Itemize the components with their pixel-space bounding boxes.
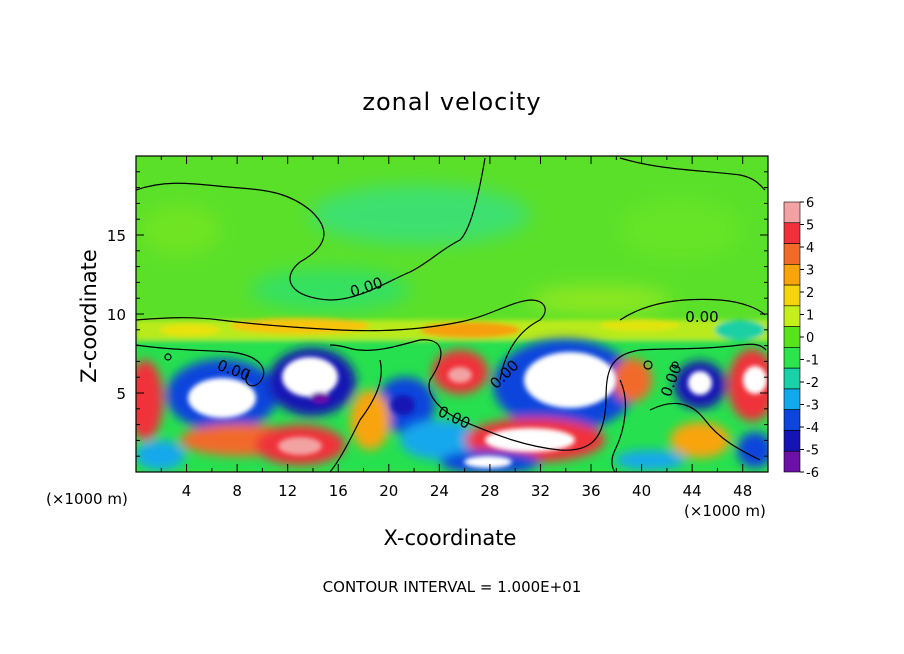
x-unit-label-right: (×1000 m) <box>684 502 766 520</box>
x-tick-label: 24 <box>430 482 449 500</box>
y-tick-label: 5 <box>116 385 126 403</box>
colorbar-label: -5 <box>806 444 819 459</box>
colorbar-label: -2 <box>806 376 819 391</box>
x-tick-label: 36 <box>581 482 600 500</box>
chart-title: zonal velocity <box>362 88 542 116</box>
x-axis: 4 8 12 16 20 24 28 32 36 40 44 48 <box>160 156 752 500</box>
x-tick-label: 16 <box>329 482 348 500</box>
colorbar-label: 1 <box>806 309 814 324</box>
colorbar-label: 0 <box>806 331 814 346</box>
colorbar-swatch <box>783 243 801 265</box>
contour-interval-text: CONTOUR INTERVAL = 1.000E+01 <box>322 578 582 596</box>
x-unit-label-left: (×1000 m) <box>46 490 128 508</box>
colorbar-label: 3 <box>806 264 814 279</box>
colorbar-label: 4 <box>806 241 814 256</box>
x-tick-label: 32 <box>531 482 550 500</box>
contour-label: 0.00 <box>685 308 718 326</box>
colorbar-label: 5 <box>806 219 814 234</box>
colorbar-label: 6 <box>806 196 814 211</box>
colorbar-label: 2 <box>806 286 814 301</box>
x-tick-label: 12 <box>278 482 297 500</box>
colorbar-label: -3 <box>806 399 819 414</box>
colorbar: 6 5 4 3 2 1 0 -1 -2 -3 -4 -5 -6 <box>783 196 819 481</box>
y-axis: 5 10 15 <box>107 171 768 457</box>
colorbar-swatch <box>783 409 801 431</box>
x-tick-label: 40 <box>632 482 651 500</box>
x-tick-label: 28 <box>480 482 499 500</box>
colorbar-swatch <box>783 284 801 307</box>
colorbar-swatch <box>783 222 801 244</box>
x-tick-label: 20 <box>379 482 398 500</box>
colorbar-label: -4 <box>806 421 819 436</box>
colorbar-swatch <box>783 450 801 473</box>
colorbar-swatch <box>783 430 801 452</box>
x-axis-label: X-coordinate <box>383 526 517 550</box>
y-axis-label: Z-coordinate <box>77 249 101 383</box>
colorbar-label: -6 <box>806 466 819 481</box>
colorbar-swatch <box>783 388 801 410</box>
colorbar-swatch <box>783 305 801 327</box>
colorbar-swatch <box>783 326 801 348</box>
x-tick-label: 8 <box>232 482 242 500</box>
colorbar-label: -1 <box>806 354 819 369</box>
colorbar-swatch <box>783 347 801 369</box>
x-tick-label: 4 <box>182 482 192 500</box>
y-tick-label: 15 <box>107 227 126 245</box>
velocity-field <box>136 156 768 472</box>
colorbar-swatch <box>783 367 801 390</box>
x-tick-label: 44 <box>683 482 702 500</box>
x-tick-label: 48 <box>733 482 752 500</box>
colorbar-swatch <box>783 264 801 286</box>
colorbar-swatch <box>783 201 801 224</box>
y-tick-label: 10 <box>107 306 126 324</box>
